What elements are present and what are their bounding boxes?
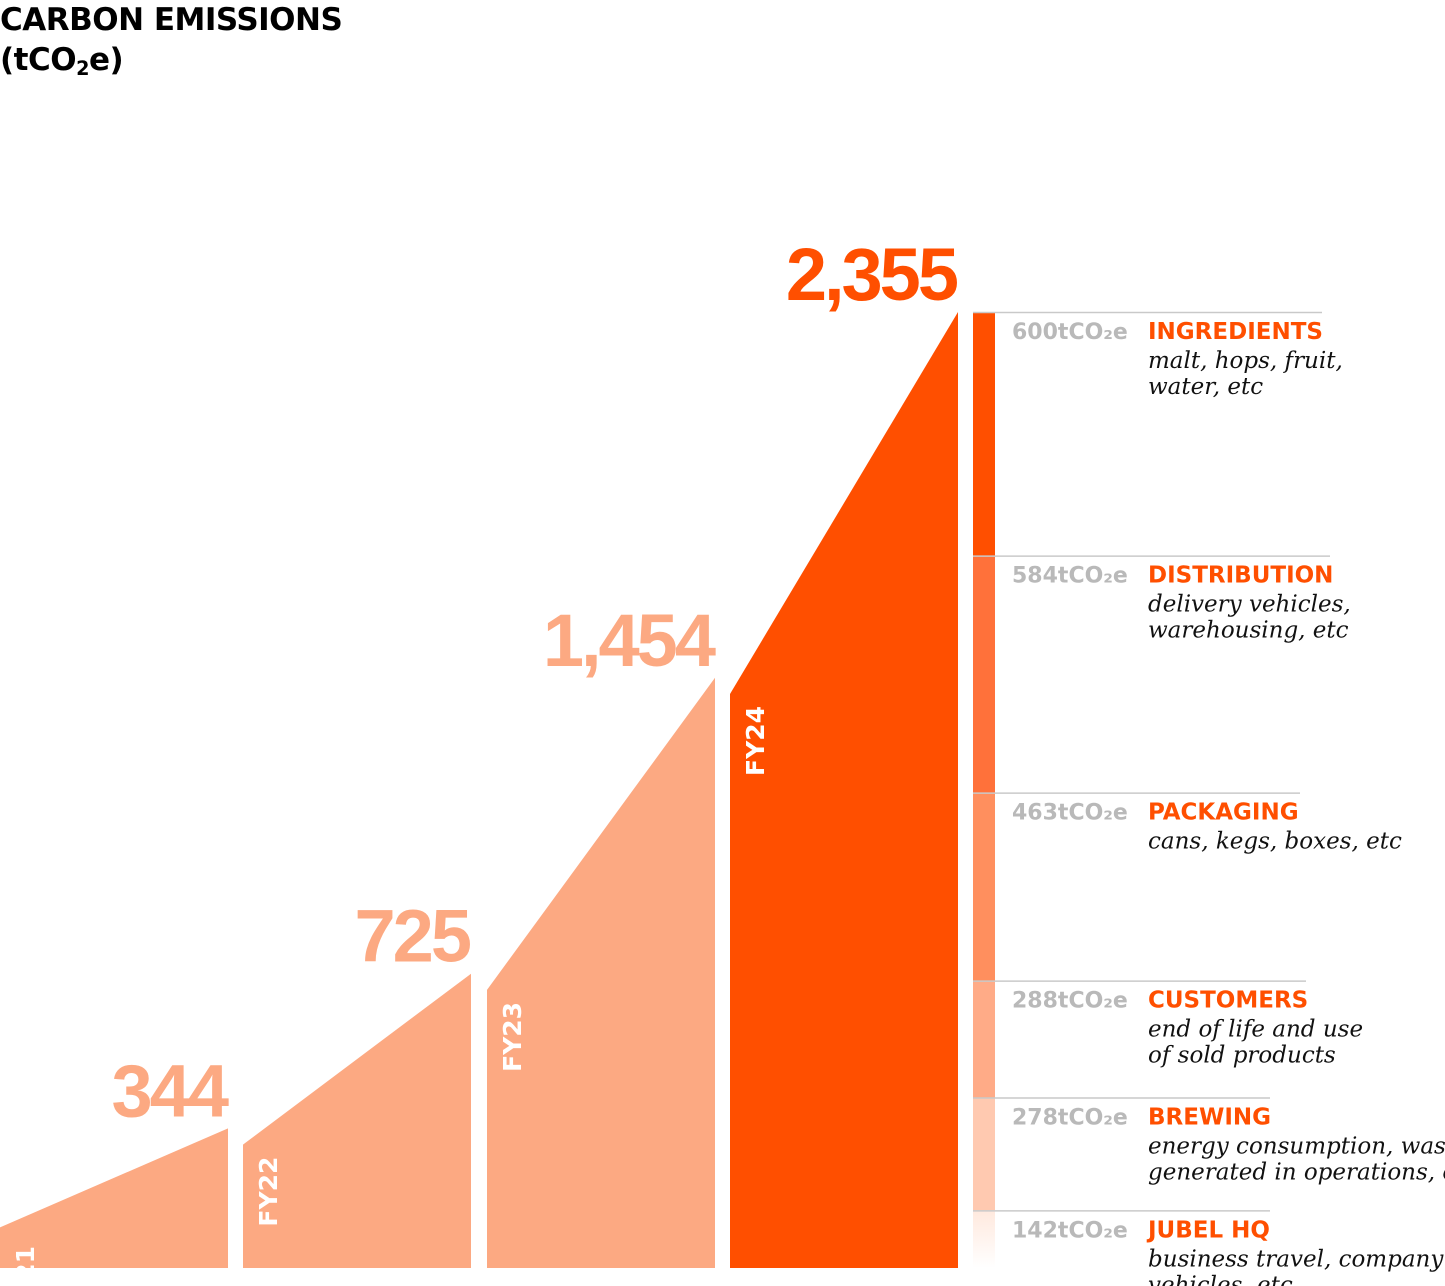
segment-name-packaging: PACKAGING <box>1148 800 1299 826</box>
segment-name-brewing: BREWING <box>1148 1105 1271 1131</box>
bar-fy22 <box>243 973 471 1268</box>
segment-name-customers: CUSTOMERS <box>1148 988 1308 1014</box>
bar-value-fy22: 725 <box>355 895 471 978</box>
segment-distribution <box>973 555 995 793</box>
segment-value-distribution: 584tCO₂e <box>1012 564 1128 589</box>
segment-desc-brewing: generated in operations, etc <box>1148 1160 1445 1186</box>
chart-title: CARBON EMISSIONS (tCO2e) <box>0 0 343 89</box>
bar-label-fy21: FY21 <box>11 1246 40 1286</box>
segment-name-ingredients: INGREDIENTS <box>1148 319 1323 345</box>
title-unit-sub: 2 <box>76 56 89 80</box>
bar-value-fy23: 1,454 <box>543 599 716 682</box>
bar-label-fy23: FY23 <box>498 1002 527 1072</box>
segment-ingredients <box>973 312 995 556</box>
bars-layer: FY21 344 FY22 725 FY23 1,454 FY24 2,355 <box>0 233 961 1286</box>
segment-jubel-hq <box>973 1210 995 1268</box>
segment-desc-jubel-hq: business travel, company <box>1148 1246 1444 1272</box>
segment-desc-packaging: cans, kegs, boxes, etc <box>1148 829 1402 855</box>
bar-label-fy24: FY24 <box>741 706 770 776</box>
bar-label-fy22: FY22 <box>254 1157 283 1227</box>
segment-brewing <box>973 1097 995 1211</box>
segment-packaging <box>973 792 995 981</box>
bar-value-fy24: 2,355 <box>786 233 958 316</box>
title-unit-post: e) <box>88 42 124 78</box>
segment-desc-customers: end of life and use <box>1148 1017 1363 1043</box>
chart-title-unit: (tCO2e) <box>0 40 342 89</box>
bar-fy23 <box>487 677 715 1268</box>
segment-value-packaging: 463tCO₂e <box>1012 801 1128 826</box>
bar-fy21 <box>0 1128 228 1268</box>
chart-title-line1: CARBON EMISSIONS <box>0 2 343 38</box>
breakdown-layer: 600tCO₂e INGREDIENTS malt, hops, fruit,wat… <box>973 311 1445 1286</box>
segment-desc-ingredients: malt, hops, fruit, <box>1148 348 1343 374</box>
segment-name-jubel-hq: JUBEL HQ <box>1146 1217 1270 1243</box>
bar-value-fy21: 344 <box>112 1049 229 1132</box>
segment-desc-ingredients: water, etc <box>1148 374 1263 400</box>
segment-desc-distribution: delivery vehicles, <box>1148 592 1351 618</box>
segment-name-distribution: DISTRIBUTION <box>1148 563 1333 589</box>
segment-desc-customers: of sold products <box>1148 1043 1336 1069</box>
title-unit-pre: (tCO <box>0 42 77 78</box>
segment-desc-jubel-hq: vehicles, etc <box>1148 1272 1293 1286</box>
segment-customers <box>973 980 995 1098</box>
segment-value-brewing: 278tCO₂e <box>1012 1106 1128 1131</box>
bar-fy24 <box>730 312 958 1268</box>
segment-desc-brewing: energy consumption, waste <box>1148 1134 1445 1160</box>
segment-value-customers: 288tCO₂e <box>1012 989 1128 1014</box>
segment-value-jubel-hq: 142tCO₂e <box>1012 1218 1128 1243</box>
segment-value-ingredients: 600tCO₂e <box>1012 320 1128 345</box>
segment-desc-distribution: warehousing, etc <box>1148 618 1349 644</box>
